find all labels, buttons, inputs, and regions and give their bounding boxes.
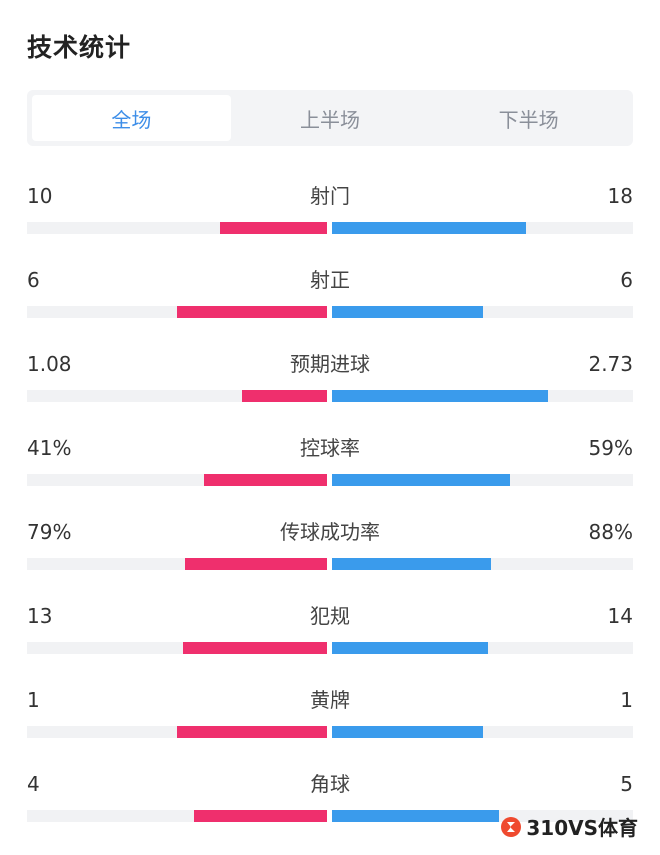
away-bar <box>332 726 483 738</box>
home-value: 79% <box>27 520 72 544</box>
stat-label: 预期进球 <box>290 352 370 376</box>
away-value: 14 <box>607 604 633 628</box>
away-track <box>332 726 633 738</box>
home-bar <box>182 642 327 654</box>
home-value: 1.08 <box>27 352 72 376</box>
stat-row: 41% 控球率 59% <box>27 420 633 504</box>
away-value: 5 <box>620 772 633 796</box>
away-track <box>332 642 633 654</box>
stat-row: 4 角球 5 <box>27 756 633 840</box>
stat-row: 13 犯规 14 <box>27 588 633 672</box>
stat-row: 10 射门 18 <box>27 168 633 252</box>
stat-label: 犯规 <box>310 604 350 628</box>
stat-label: 传球成功率 <box>280 520 380 544</box>
period-tabs: 全场 上半场 下半场 <box>27 90 633 146</box>
brand-logo-icon <box>501 816 522 837</box>
away-bar <box>332 810 500 822</box>
stat-label: 射正 <box>310 268 350 292</box>
away-bar <box>332 642 489 654</box>
away-bar <box>332 390 548 402</box>
away-track <box>332 222 633 234</box>
stat-label: 控球率 <box>300 436 360 460</box>
tab-second-half[interactable]: 下半场 <box>498 107 559 132</box>
home-bar <box>219 222 327 234</box>
away-track <box>332 390 633 402</box>
home-track <box>27 474 327 486</box>
home-value: 13 <box>27 604 53 628</box>
stat-label: 角球 <box>310 772 350 796</box>
stat-label: 射门 <box>310 184 350 208</box>
home-bar <box>185 558 327 570</box>
away-value: 6 <box>620 268 633 292</box>
home-bar <box>177 726 327 738</box>
home-value: 41% <box>27 436 72 460</box>
home-value: 6 <box>27 268 40 292</box>
away-value: 59% <box>588 436 633 460</box>
home-bar <box>177 306 327 318</box>
stat-row: 1.08 预期进球 2.73 <box>27 336 633 420</box>
watermark: 310VS体育 <box>500 812 638 841</box>
away-track <box>332 810 633 822</box>
stat-row: 79% 传球成功率 88% <box>27 504 633 588</box>
home-value: 1 <box>27 688 40 712</box>
home-value: 10 <box>27 184 53 208</box>
stat-label: 黄牌 <box>310 688 350 712</box>
stat-row: 6 射正 6 <box>27 252 633 336</box>
home-bar <box>204 474 327 486</box>
away-bar <box>332 558 491 570</box>
away-bar <box>332 306 483 318</box>
away-value: 88% <box>588 520 633 544</box>
away-value: 18 <box>607 184 633 208</box>
home-track <box>27 558 327 570</box>
home-track <box>27 642 327 654</box>
stat-row: 1 黄牌 1 <box>27 672 633 756</box>
away-bar <box>332 474 510 486</box>
away-track <box>332 306 633 318</box>
home-track <box>27 306 327 318</box>
home-bar <box>193 810 327 822</box>
watermark-text: 310VS体育 <box>526 816 638 840</box>
tab-first-half[interactable]: 上半场 <box>300 107 360 132</box>
away-value: 1 <box>620 688 633 712</box>
tab-full-match[interactable]: 全场 <box>32 95 231 141</box>
home-track <box>27 810 327 822</box>
home-bar <box>242 390 327 402</box>
home-value: 4 <box>27 772 40 796</box>
home-track <box>27 726 327 738</box>
away-track <box>332 558 633 570</box>
page-title: 技术统计 <box>27 33 132 62</box>
stats-list: 10 射门 18 6 射正 6 1.08 预期进球 2.73 41% 控球率 5… <box>27 168 633 840</box>
away-bar <box>332 222 526 234</box>
away-track <box>332 474 633 486</box>
away-value: 2.73 <box>588 352 633 376</box>
home-track <box>27 390 327 402</box>
home-track <box>27 222 327 234</box>
